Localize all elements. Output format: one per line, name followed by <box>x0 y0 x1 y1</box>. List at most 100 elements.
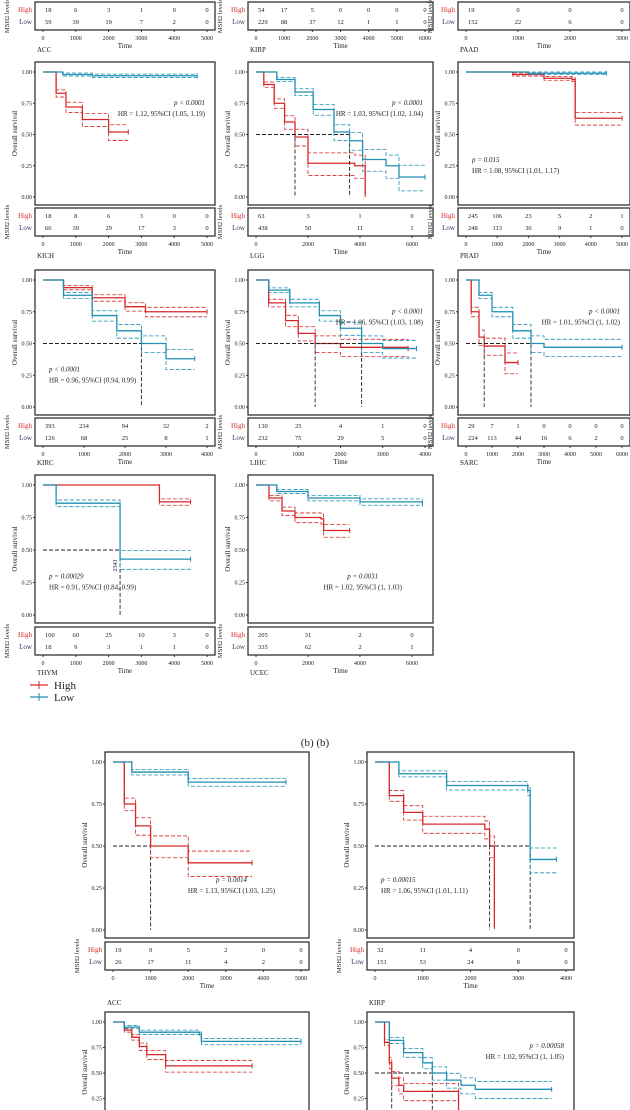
y-tick-label: 1.00 <box>354 760 365 766</box>
km-panel-kirp: 0.00 0.25 0.50 0.75 1.00 Overall survival p = … <box>336 751 575 1007</box>
ci-upper-low <box>43 71 198 75</box>
risk-count: 0 <box>620 19 623 26</box>
ci-lower-high <box>375 1021 459 1110</box>
y-tick-label: 1.00 <box>354 1020 365 1026</box>
survival-curve-low <box>466 279 622 348</box>
risk-count: 232 <box>258 435 268 442</box>
y-axis-label: Overall survival <box>11 320 19 365</box>
risk-count: 113 <box>492 225 502 232</box>
ci-lower-low <box>43 484 191 570</box>
risk-row-label-high: High <box>350 946 365 954</box>
risk-row-label-low: Low <box>351 958 365 966</box>
x-tick-label: 0 <box>255 452 258 458</box>
y-tick-label: 0.25 <box>22 373 33 379</box>
risk-count: 0 <box>542 423 545 430</box>
y-tick-label: 0.25 <box>92 1097 103 1103</box>
risk-count: 17 <box>281 7 288 14</box>
y-tick-label: 0.75 <box>445 101 456 107</box>
risk-table-frame <box>34 626 216 656</box>
risk-count: 0 <box>299 947 302 954</box>
risk-row-label-high: High <box>441 6 456 14</box>
risk-count: 113 <box>487 435 497 442</box>
y-tick-label: 0.00 <box>235 613 246 619</box>
plot-frame <box>104 1011 310 1110</box>
x-axis-label: Time <box>537 458 552 466</box>
y-tick-label: 0.25 <box>22 581 33 587</box>
risk-count: 0 <box>410 213 413 220</box>
risk-count: 39 <box>73 225 80 232</box>
risk-count: 36 <box>525 225 532 232</box>
hazard-ratio: HR = 0.96, 95%CI (0.94, 0.99) <box>49 377 137 385</box>
x-tick-label: 0 <box>465 242 468 248</box>
risk-count: 59 <box>45 19 52 26</box>
risk-count: 0 <box>620 7 623 14</box>
x-tick-label: 3000 <box>554 242 566 248</box>
risk-row-label-low: Low <box>232 643 246 651</box>
median-line <box>43 343 142 407</box>
y-tick-label: 0.50 <box>22 133 33 139</box>
ci-upper-high <box>43 71 129 126</box>
hazard-ratio: HR = 1.12, 95%CI (1.05, 1.19) <box>118 110 206 118</box>
risk-count: 53 <box>420 959 427 966</box>
panel-title: KIRP <box>250 46 266 54</box>
p-value: p = 0.015 <box>471 156 500 164</box>
y-tick-label: 0.25 <box>22 164 33 170</box>
risk-count: 11 <box>185 959 191 966</box>
y-tick-label: 0.25 <box>445 164 456 170</box>
y-tick-label: 0.50 <box>235 133 246 139</box>
x-tick-label: 4000 <box>354 661 366 667</box>
risk-table-frame <box>34 207 216 237</box>
risk-count: 0 <box>564 959 567 966</box>
y-tick-label: 1.00 <box>92 1020 103 1026</box>
risk-table-frame <box>457 207 630 237</box>
km-panel-kich: 0.00 0.25 0.50 0.75 1.00 Overall survival p < … <box>4 61 216 260</box>
ci-lower-low <box>375 1021 552 1099</box>
risk-count: 0 <box>568 7 571 14</box>
risk-table-frame <box>247 626 434 656</box>
risk-count: 3 <box>140 213 143 220</box>
x-tick-label: 2000 <box>103 661 115 667</box>
y-tick-label: 0.25 <box>235 373 246 379</box>
risk-count: 0 <box>410 632 413 639</box>
x-tick-label: 3000 <box>220 976 232 982</box>
x-tick-label: 3000 <box>512 976 524 982</box>
risk-count: 3 <box>107 7 110 14</box>
x-tick-label: 3000 <box>135 36 147 42</box>
y-tick-label: 0.50 <box>354 844 365 850</box>
risk-table-y-label: MSH2 levels <box>217 0 224 33</box>
risk-count: 8 <box>517 959 520 966</box>
legend: High Low <box>30 680 77 704</box>
y-tick-label: 0.00 <box>235 195 246 201</box>
x-axis-label: Time <box>333 248 348 256</box>
median-line <box>113 845 152 930</box>
y-axis-label: Overall survival <box>434 320 442 365</box>
median-time-label: 2343 <box>113 560 119 572</box>
ci-lower-high <box>256 484 350 538</box>
y-tick-label: 0.00 <box>22 195 33 201</box>
risk-count: 106 <box>492 213 503 220</box>
risk-count: 0 <box>173 213 176 220</box>
risk-table-y-label: MSH2 levels <box>217 623 224 658</box>
x-tick-label: 4000 <box>168 242 180 248</box>
risk-count: 4 <box>469 947 473 954</box>
y-axis-label: Overall survival <box>11 111 19 156</box>
risk-table-y-label: MSH2 levels <box>4 623 11 658</box>
risk-count: 2 <box>358 644 361 651</box>
median-line <box>256 343 316 407</box>
y-tick-label: 0.25 <box>445 373 456 379</box>
x-tick-label: 4000 <box>168 36 180 42</box>
x-tick-label: 3000 <box>135 661 147 667</box>
risk-count: 3 <box>107 644 110 651</box>
risk-count: 0 <box>620 435 623 442</box>
y-tick-label: 0.75 <box>445 310 456 316</box>
risk-row-label-high: High <box>18 212 33 220</box>
survival-curve-high <box>113 1021 253 1067</box>
x-tick-label: 0 <box>255 242 258 248</box>
x-tick-label: 5000 <box>201 36 213 42</box>
risk-table-y-label: MSH2 levels <box>427 204 434 239</box>
hazard-ratio: HR = 1.02, 95%CI (1, 1.05) <box>486 1053 565 1061</box>
survival-curve-high <box>256 484 350 532</box>
y-axis-label: Overall survival <box>81 822 89 867</box>
risk-count: 32 <box>377 947 384 954</box>
